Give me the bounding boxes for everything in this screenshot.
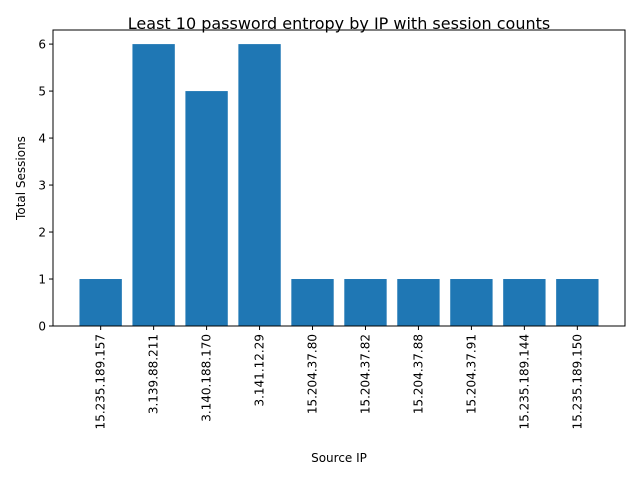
x-axis-label: Source IP <box>311 451 367 465</box>
bar <box>397 279 440 326</box>
x-tick-label: 15.204.37.80 <box>306 334 320 414</box>
x-tick-label: 15.235.189.157 <box>94 334 108 429</box>
y-tick-label: 5 <box>38 85 46 99</box>
y-tick-label: 1 <box>38 273 46 287</box>
y-tick-label: 4 <box>38 132 46 146</box>
x-tick-label: 3.141.12.29 <box>253 334 267 407</box>
y-tick-label: 6 <box>38 38 46 52</box>
bar <box>556 279 599 326</box>
x-tick-label: 15.235.189.144 <box>517 334 531 429</box>
bar <box>450 279 493 326</box>
x-tick-label: 15.204.37.91 <box>464 334 478 414</box>
bar <box>132 44 175 326</box>
bar <box>291 279 334 326</box>
y-tick-label: 0 <box>38 320 46 334</box>
x-tick-label: 3.139.88.211 <box>147 334 161 414</box>
y-axis-ticks: 0 1 2 3 4 5 6 <box>38 38 53 334</box>
x-axis-ticks: 15.235.189.157 3.139.88.211 3.140.188.170 3… <box>94 326 584 429</box>
bar <box>79 279 122 326</box>
x-tick-label: 15.204.37.82 <box>358 334 372 414</box>
chart-title: Least 10 password entropy by IP with ses… <box>128 14 550 33</box>
x-tick-label: 3.140.188.170 <box>200 334 214 422</box>
x-tick-label: 15.235.189.150 <box>570 334 584 429</box>
plot-frame <box>52 29 626 327</box>
bar <box>185 91 228 326</box>
bar <box>238 44 281 326</box>
x-tick-label: 15.204.37.88 <box>411 334 425 414</box>
y-tick-label: 3 <box>38 179 46 193</box>
bar <box>344 279 387 326</box>
bar <box>503 279 546 326</box>
y-tick-label: 2 <box>38 226 46 240</box>
bars-group <box>79 44 599 326</box>
y-axis-label: Total Sessions <box>14 136 28 221</box>
